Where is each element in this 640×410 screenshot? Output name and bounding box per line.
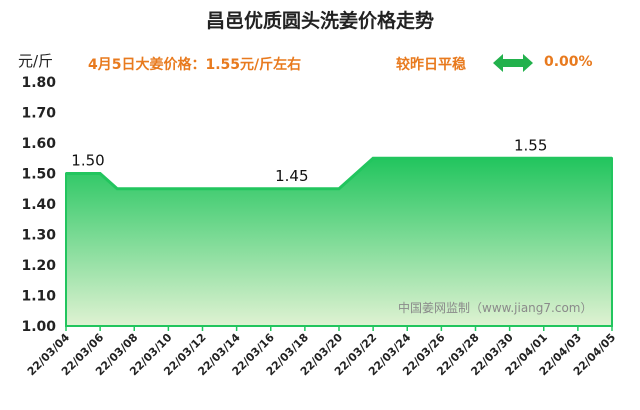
y-tick-label: 1.30	[21, 228, 56, 244]
y-tick-label: 1.50	[21, 167, 56, 183]
price-note: 4月5日大姜价格：1.55元/斤左右	[88, 57, 302, 73]
y-tick-label: 1.70	[21, 106, 56, 122]
double-arrow-icon	[493, 54, 533, 72]
y-tick-label: 1.20	[21, 258, 56, 274]
y-tick-label: 1.60	[21, 136, 56, 152]
y-tick-label: 1.80	[21, 75, 56, 91]
y-axis-unit: 元/斤	[18, 52, 54, 70]
watermark: 中国姜网监制（www.jiang7.com）	[398, 300, 592, 315]
y-tick-label: 1.00	[21, 319, 56, 335]
data-label: 1.55	[514, 136, 547, 154]
y-tick-label: 1.40	[21, 197, 56, 213]
price-line	[66, 156, 612, 191]
data-label: 1.50	[71, 152, 104, 170]
chart-title: 昌邑优质圆头洗姜价格走势	[205, 10, 434, 32]
y-tick-label: 1.10	[21, 289, 56, 305]
trend-text: 较昨日平稳	[396, 57, 466, 73]
trend-change: 0.00%	[544, 54, 593, 70]
data-label: 1.45	[275, 167, 308, 185]
